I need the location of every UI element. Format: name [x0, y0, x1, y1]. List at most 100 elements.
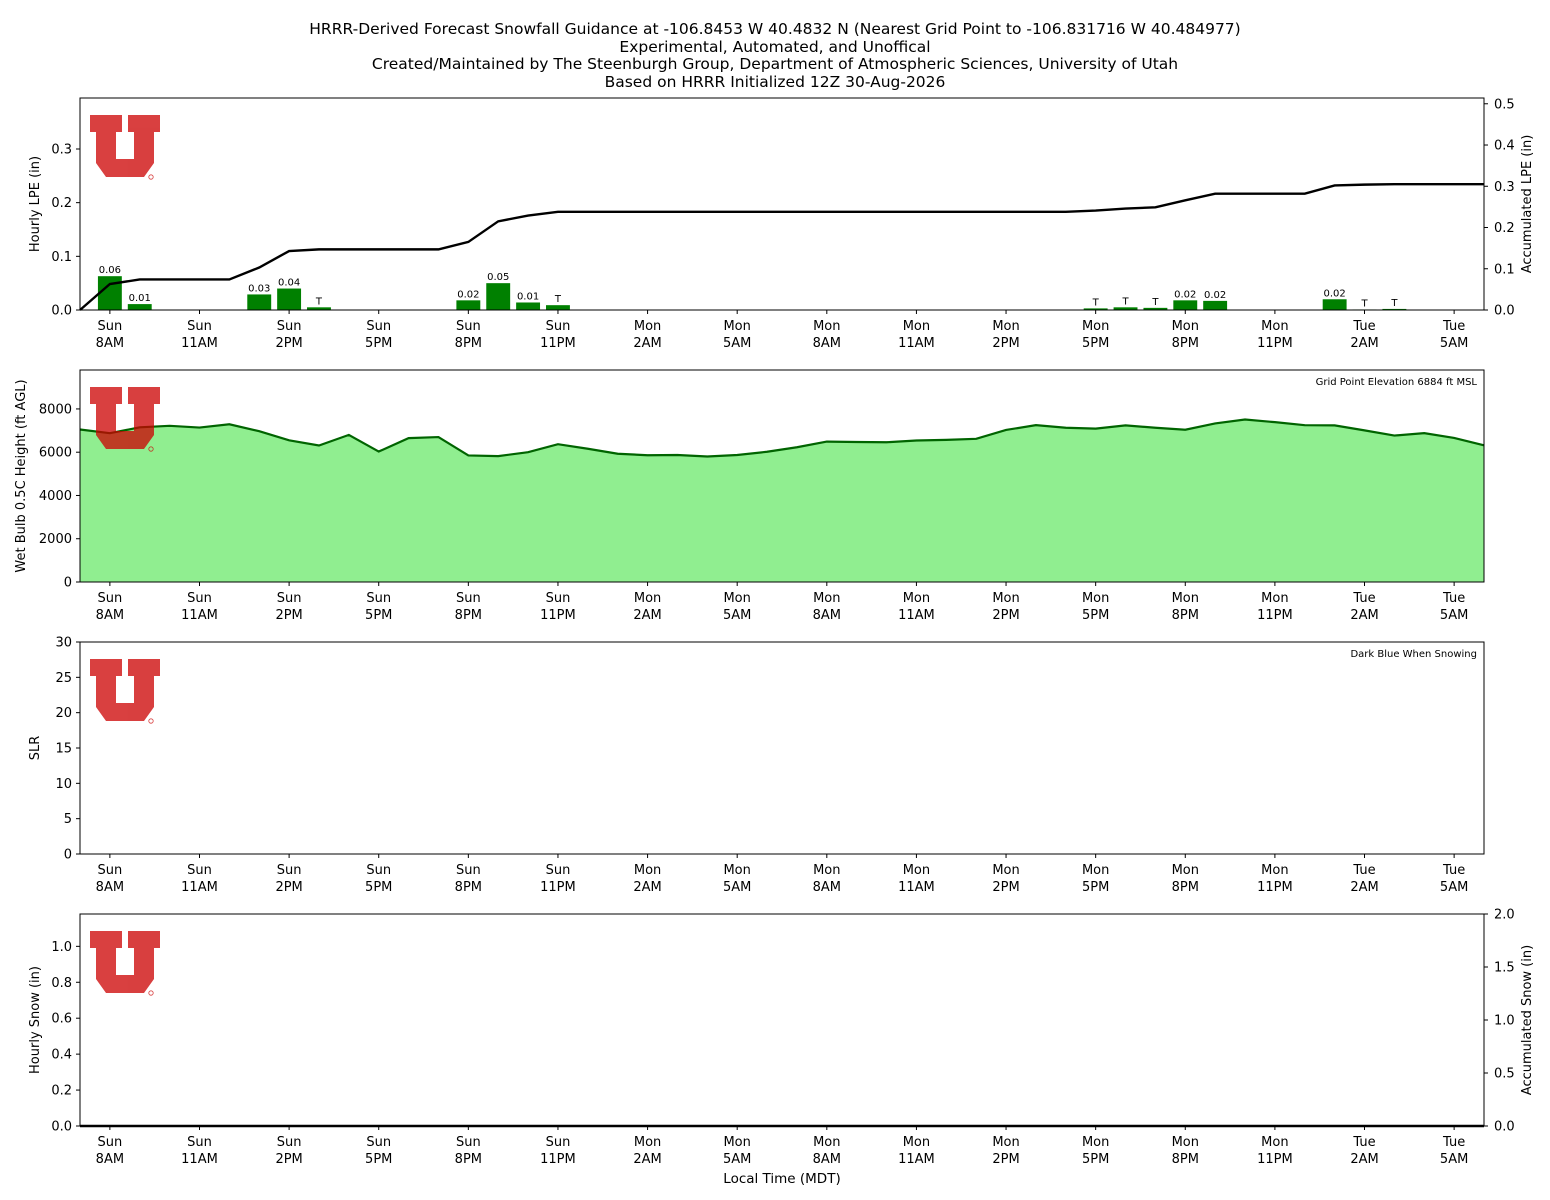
- x-tick-day-label: Tue: [1352, 319, 1375, 334]
- x-tick-day-label: Mon: [1172, 319, 1199, 334]
- x-tick-day-label: Mon: [723, 1135, 750, 1150]
- x-tick-time-label: 11PM: [540, 336, 576, 351]
- bar-value-label: 0.03: [248, 283, 270, 294]
- y-tick-label: 0.3: [51, 142, 72, 157]
- x-tick-time-label: 5AM: [723, 1152, 751, 1167]
- x-tick-day-label: Sun: [456, 319, 481, 334]
- y-tick-label: 0.1: [51, 250, 72, 265]
- x-tick-day-label: Mon: [1172, 1135, 1199, 1150]
- y-tick-label: 0.4: [51, 1048, 72, 1063]
- hourly-bar: [277, 288, 302, 310]
- hourly-bar: [1143, 307, 1168, 310]
- y-right-tick-label: 0.5: [1494, 97, 1515, 112]
- y-tick-label: 10: [55, 777, 72, 792]
- x-tick-time-label: 5AM: [723, 880, 751, 895]
- hourly-bar: [1322, 299, 1347, 310]
- y-tick-label: 1.0: [51, 940, 72, 955]
- x-tick-time-label: 11AM: [181, 1152, 218, 1167]
- x-tick-time-label: 8PM: [455, 1152, 482, 1167]
- x-tick-day-label: Mon: [1082, 319, 1109, 334]
- y-tick-label: 0: [64, 576, 72, 591]
- x-tick-time-label: 2AM: [1350, 336, 1378, 351]
- title-line-3: Created/Maintained by The Steenburgh Gro…: [371, 55, 1179, 73]
- x-tick-day-label: Sun: [366, 591, 391, 606]
- hourly-bar: [127, 304, 152, 310]
- x-tick-time-label: 8AM: [96, 1152, 124, 1167]
- x-tick-time-label: 8PM: [1172, 336, 1199, 351]
- x-tick-day-label: Sun: [277, 863, 302, 878]
- x-tick-time-label: 2AM: [633, 1152, 661, 1167]
- hourly-bar: [1382, 308, 1407, 310]
- x-tick-time-label: 11AM: [898, 880, 935, 895]
- y-right-axis-label: Accumulated LPE (in): [1520, 135, 1535, 274]
- x-tick-day-label: Sun: [546, 1135, 571, 1150]
- title-line-4: Based on HRRR Initialized 12Z 30-Aug-202…: [604, 72, 946, 91]
- snow-panel: 0.0 0.2 0.4 0.6 0.8 1.0 Hourly Snow (in) 0.0 0.5…: [28, 908, 1535, 1168]
- x-tick-time-label: 8PM: [1172, 608, 1199, 623]
- x-tick-day-label: Mon: [634, 319, 661, 334]
- y-tick-label: 0.2: [51, 1084, 72, 1099]
- x-tick-time-label: 11AM: [898, 1152, 935, 1167]
- bar-value-label: 0.05: [487, 272, 509, 283]
- x-axis-label: Local Time (MDT): [723, 1171, 840, 1187]
- x-tick-day-label: Mon: [813, 1135, 840, 1150]
- x-tick-day-label: Mon: [723, 319, 750, 334]
- y-right-tick-label: 0.2: [1494, 221, 1515, 236]
- y-axis-label: Wet Bulb 0.5C Height (ft AGL): [14, 379, 29, 572]
- x-tick-day-label: Sun: [456, 591, 481, 606]
- logo-registered-mark: [148, 446, 154, 452]
- y-right-tick-label: 0.0: [1494, 1120, 1515, 1135]
- x-tick-day-label: Sun: [277, 319, 302, 334]
- x-tick-time-label: 11PM: [540, 608, 576, 623]
- x-tick-time-label: 11AM: [181, 608, 218, 623]
- x-tick-day-label: Sun: [456, 1135, 481, 1150]
- hourly-bar: [546, 305, 570, 310]
- y-right-tick-label: 2.0: [1494, 908, 1515, 923]
- plot-frame: [79, 369, 1485, 583]
- x-tick-day-label: Mon: [634, 1135, 661, 1150]
- x-tick-day-label: Sun: [187, 319, 212, 334]
- x-tick-time-label: 5AM: [1440, 1152, 1468, 1167]
- logo-block-u: [90, 387, 160, 449]
- x-tick-day-label: Tue: [1442, 319, 1465, 334]
- x-tick-time-label: 8AM: [813, 336, 841, 351]
- logo-block-u: [90, 659, 160, 721]
- university-of-utah-logo: [90, 115, 160, 180]
- x-tick-day-label: Mon: [1082, 863, 1109, 878]
- x-tick-time-label: 2PM: [275, 608, 302, 623]
- y-axis-label: Hourly LPE (in): [28, 156, 43, 252]
- panel-annotation: Dark Blue When Snowing: [1350, 649, 1477, 660]
- x-tick-day-label: Sun: [98, 319, 123, 334]
- x-tick-time-label: 2PM: [275, 336, 302, 351]
- wetbulb-area-fill: [80, 419, 1484, 582]
- x-tick-time-label: 2PM: [992, 336, 1019, 351]
- x-tick-time-label: 11PM: [1257, 880, 1293, 895]
- x-tick-time-label: 8PM: [455, 608, 482, 623]
- y-tick-label: 6000: [39, 446, 72, 461]
- y-tick-label: 0: [64, 848, 72, 863]
- logo-block-u: [90, 115, 160, 177]
- y-tick-label: 0.0: [51, 304, 72, 319]
- x-tick-time-label: 5AM: [723, 608, 751, 623]
- x-tick-day-label: Tue: [1352, 1135, 1375, 1150]
- y-right-axis-label: Accumulated Snow (in): [1520, 945, 1535, 1095]
- x-tick-day-label: Tue: [1442, 863, 1465, 878]
- bar-value-label: 0.06: [99, 265, 121, 276]
- x-tick-time-label: 2AM: [1350, 1152, 1378, 1167]
- hourly-bar: [516, 302, 541, 310]
- y-tick-label: 0.2: [51, 196, 72, 211]
- y-right-tick-label: 0.0: [1494, 304, 1515, 319]
- x-tick-day-label: Mon: [634, 863, 661, 878]
- x-tick-day-label: Mon: [723, 591, 750, 606]
- university-of-utah-logo: [90, 659, 160, 724]
- x-tick-time-label: 2AM: [633, 336, 661, 351]
- x-tick-day-label: Mon: [1261, 591, 1288, 606]
- x-tick-day-label: Mon: [634, 591, 661, 606]
- x-tick-day-label: Mon: [992, 863, 1019, 878]
- x-tick-time-label: 8PM: [455, 336, 482, 351]
- y-axis-label: SLR: [28, 736, 43, 761]
- plot-area: [80, 642, 1484, 854]
- university-of-utah-logo: [90, 387, 160, 452]
- bar-value-label: T: [1390, 298, 1398, 309]
